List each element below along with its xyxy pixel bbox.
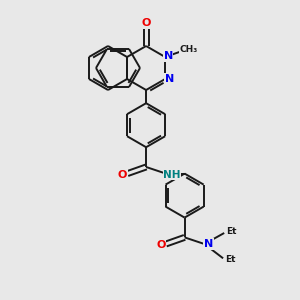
Text: O: O — [141, 18, 151, 28]
Text: N: N — [204, 239, 213, 249]
Text: NH: NH — [163, 169, 181, 180]
Text: O: O — [118, 169, 127, 180]
Text: Et: Et — [226, 227, 236, 236]
Text: Et: Et — [225, 255, 236, 264]
Text: O: O — [156, 240, 166, 250]
Text: CH₃: CH₃ — [180, 45, 198, 54]
Text: N: N — [164, 74, 174, 84]
Text: N: N — [164, 51, 173, 61]
